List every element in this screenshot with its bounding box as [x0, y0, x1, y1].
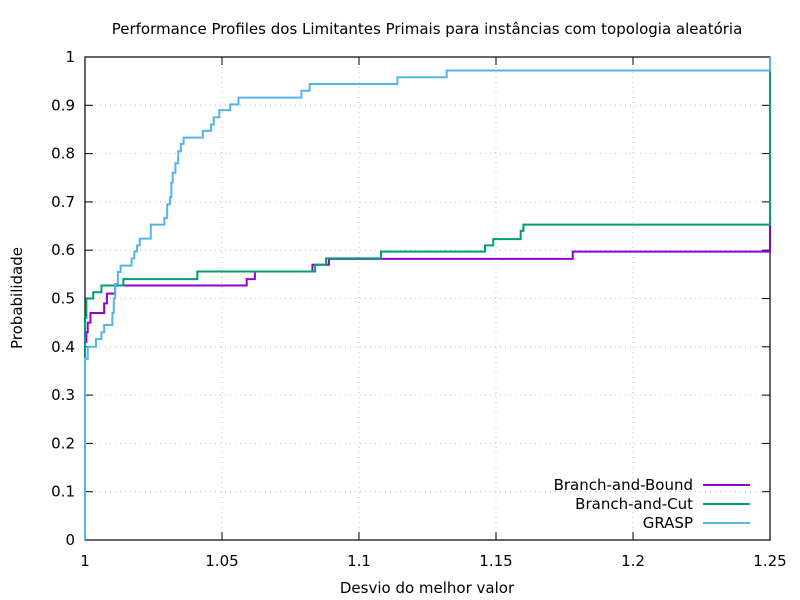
series-line-branch-and-cut — [84, 57, 771, 540]
x-tick-label: 1.1 — [347, 552, 371, 570]
x-axis-label: Desvio do melhor valor — [340, 579, 515, 597]
x-tick-label: 1.25 — [753, 552, 786, 570]
y-tick-label: 0 — [65, 531, 75, 549]
series-line-grasp — [84, 57, 771, 540]
legend-label-grasp: GRASP — [643, 514, 693, 532]
y-tick-label: 0.7 — [51, 193, 75, 211]
series-layer — [84, 57, 771, 540]
y-tick-label: 1 — [65, 48, 75, 66]
x-tick-label: 1.05 — [205, 552, 238, 570]
y-tick-label: 0.2 — [51, 434, 75, 452]
chart-title: Performance Profiles dos Limitantes Prim… — [112, 20, 743, 38]
series-line-branch-and-bound — [84, 57, 771, 540]
grid-layer — [85, 57, 770, 540]
plot-frame — [84, 56, 771, 541]
y-tick-label: 0.4 — [51, 338, 75, 356]
x-tick-label: 1 — [80, 552, 90, 570]
ticks-layer: 0 0.1 0.2 0.3 0.4 0.5 0.6 0.7 0.8 0.9 1 1 1.05 1.1 1.1… — [51, 48, 787, 570]
y-axis-label: Probabilidade — [8, 247, 26, 349]
x-tick-label: 1.15 — [479, 552, 512, 570]
legend-label-branch-and-cut: Branch-and-Cut — [575, 495, 693, 513]
y-tick-label: 0.9 — [51, 96, 75, 114]
y-tick-label: 0.8 — [51, 145, 75, 163]
y-tick-label: 0.5 — [51, 290, 75, 308]
y-tick-label: 0.6 — [51, 241, 75, 259]
y-tick-label: 0.3 — [51, 386, 75, 404]
x-tick-label: 1.2 — [621, 552, 645, 570]
legend-label-branch-and-bound: Branch-and-Bound — [554, 476, 693, 494]
y-tick-label: 0.1 — [51, 483, 75, 501]
